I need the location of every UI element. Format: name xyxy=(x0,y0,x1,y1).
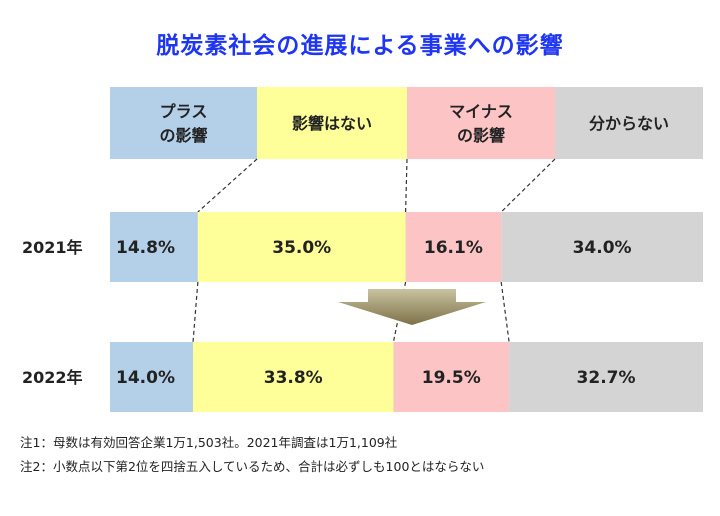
legend-label-2-1: 影響はない xyxy=(292,114,372,133)
bar-segment-1-2 xyxy=(197,212,406,282)
chart-title: 脱炭素社会の進展による事業への影響 xyxy=(156,33,564,59)
legend-box-1 xyxy=(110,87,257,159)
legend-label-1-2: の影響 xyxy=(159,126,207,145)
data-label-2-3: 19.5% xyxy=(422,368,481,388)
bar-segment-1-1 xyxy=(110,212,198,282)
data-label-1-4: 34.0% xyxy=(573,238,632,258)
legend-box-2 xyxy=(257,87,407,159)
connector-top-1 xyxy=(197,158,258,213)
legend-label-3-1: マイナス xyxy=(449,102,513,121)
down-arrow-icon xyxy=(338,289,486,325)
bar-segment-1-4 xyxy=(501,212,703,282)
note-1: 注1：母数は有効回答企業1万1,503社。2021年調査は1万1,109社 xyxy=(20,435,398,450)
data-label-1-2: 35.0% xyxy=(272,238,331,258)
bar-segment-2-4 xyxy=(509,342,703,412)
bar-segment-2-3 xyxy=(393,342,510,412)
note-2: 注2：小数点以下第2位を四捨五入しているため、合計は必ずしも100とはならない xyxy=(20,459,485,474)
data-label-2-1: 14.0% xyxy=(116,368,175,388)
legend-box-4 xyxy=(555,87,703,159)
bar-segment-1-3 xyxy=(405,212,502,282)
legend-label-3-2: の影響 xyxy=(457,126,505,145)
connector-mid-3 xyxy=(500,281,510,343)
category-label-1: 2021年 xyxy=(22,238,83,257)
connector-top-3 xyxy=(500,158,556,213)
bar-segment-2-2 xyxy=(193,342,394,412)
legend-label-1-1: プラス xyxy=(160,102,208,121)
data-label-2-4: 32.7% xyxy=(577,368,636,388)
data-label-1-1: 14.8% xyxy=(116,238,175,258)
data-label-2-2: 33.8% xyxy=(264,368,323,388)
connector-top-2 xyxy=(405,158,408,213)
legend-box-3 xyxy=(407,87,555,159)
category-label-2: 2022年 xyxy=(22,368,83,387)
data-label-1-3: 16.1% xyxy=(424,238,483,258)
legend-label-4-1: 分からない xyxy=(589,114,669,133)
connector-mid-1 xyxy=(192,281,199,343)
bar-segment-2-1 xyxy=(110,342,194,412)
